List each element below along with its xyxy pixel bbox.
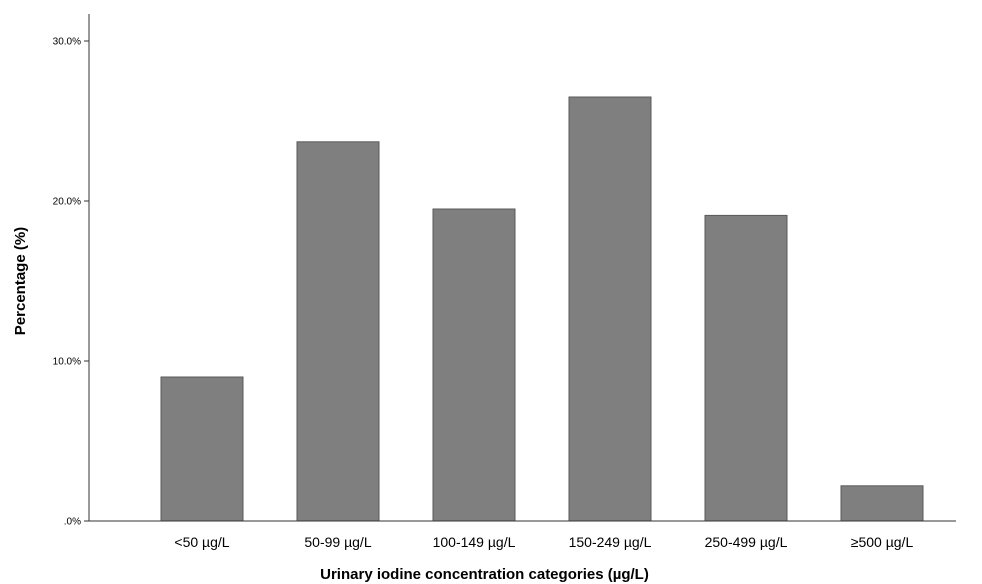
bar xyxy=(160,376,244,522)
x-axis-title: Urinary iodine concentration categories … xyxy=(320,566,649,583)
bar xyxy=(432,208,516,522)
y-axis-ticks: .0% 10.0% 20.0% 30.0% xyxy=(53,37,89,528)
x-tick-label: 50-99 µg/L xyxy=(304,534,371,550)
bar xyxy=(296,141,380,522)
x-tick-label: 100-149 µg/L xyxy=(433,534,516,550)
x-tick-label: <50 µg/L xyxy=(174,534,229,550)
y-tick-label: 30.0% xyxy=(53,37,81,48)
x-axis-labels: <50 µg/L 50-99 µg/L 100-149 µg/L 150-249 µg… xyxy=(174,534,913,550)
x-tick-label: 250-499 µg/L xyxy=(705,534,788,550)
x-tick-label: 150-249 µg/L xyxy=(569,534,652,550)
bar xyxy=(568,96,652,522)
bar xyxy=(704,214,788,522)
y-tick-label: 10.0% xyxy=(53,357,81,368)
x-tick-label: ≥500 µg/L xyxy=(851,534,914,550)
bar xyxy=(840,485,924,522)
y-axis-title: Percentage (%) xyxy=(12,227,29,335)
bars xyxy=(160,96,924,522)
y-tick-label: .0% xyxy=(64,517,81,528)
y-tick-label: 20.0% xyxy=(53,197,81,208)
